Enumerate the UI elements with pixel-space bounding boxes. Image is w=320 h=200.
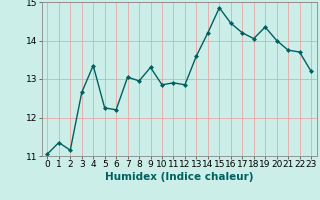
- X-axis label: Humidex (Indice chaleur): Humidex (Indice chaleur): [105, 172, 253, 182]
